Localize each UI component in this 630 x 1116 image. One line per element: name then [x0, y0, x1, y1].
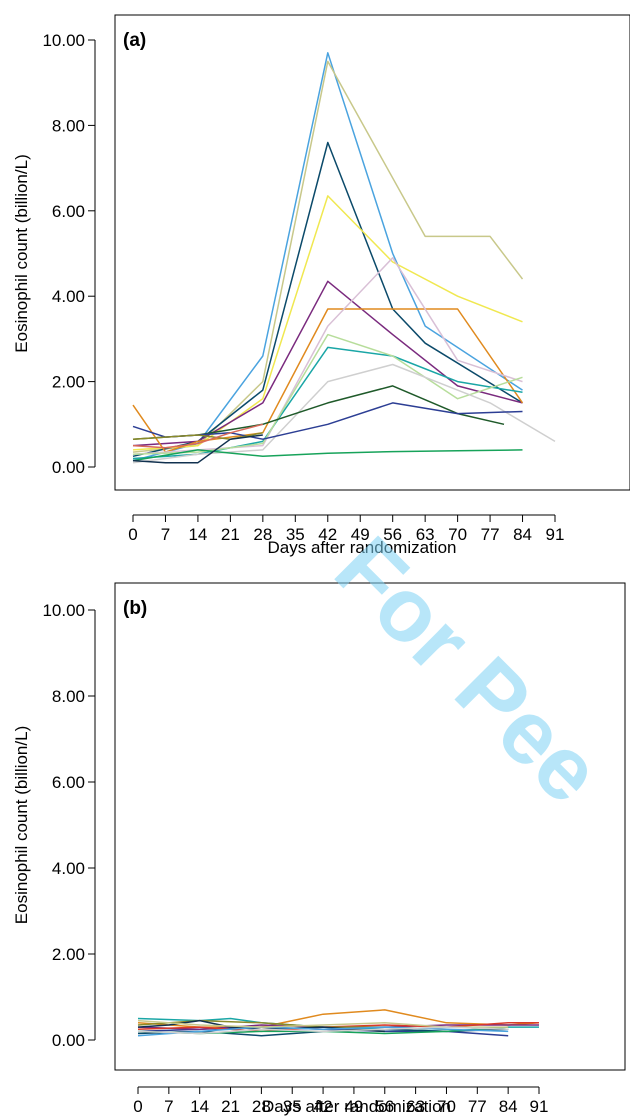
- panel-a-series-line-15: [132, 434, 263, 464]
- panel-a-x-tick-label: 63: [416, 525, 435, 544]
- panel-b-x-tick-label: 56: [375, 1097, 394, 1116]
- panel-b-panel-label: (b): [123, 598, 147, 619]
- panel-a-y-tick-label: 0.00: [52, 458, 85, 477]
- panel-b-y-tick-label: 8.00: [52, 687, 85, 706]
- panel-a-x-tick-label: 14: [188, 525, 207, 544]
- panel-a-x-tick-label: 28: [253, 525, 272, 544]
- panel-b-y-axis-title: Eosinophil count (billion/L): [12, 726, 31, 924]
- panel-b-x-tick-label: 7: [164, 1097, 173, 1116]
- panel-b-x-tick-label: 84: [499, 1097, 518, 1116]
- panel-b-x-tick-label: 0: [133, 1097, 142, 1116]
- panel-a-x-tick-label: 70: [448, 525, 467, 544]
- panel-b-y-tick-label: 0.00: [52, 1031, 85, 1050]
- panel-b-x-tick-label: 28: [252, 1097, 271, 1116]
- panel-a-y-tick-label: 4.00: [52, 287, 85, 306]
- panel-b-series-line-12: [137, 1026, 509, 1035]
- panel-b-series-line-9: [137, 1019, 385, 1033]
- panel-a-x-tick-label: 21: [221, 525, 240, 544]
- panel-a-y-tick-label: 2.00: [52, 373, 85, 392]
- panel-a-panel-label: (a): [123, 30, 146, 51]
- panel-b-y-tick-label: 6.00: [52, 773, 85, 792]
- chart-panel-b: 0 7 14 21 28 35 42 49 56 63 70 77 84 91 0.00 2.00 4.00 6.…: [12, 582, 626, 1116]
- panel-a-x-tick-label: 0: [128, 525, 137, 544]
- chart-panel-a: 0 7 14 21 28 35 42 49 56 63 70 77 84 91 0.00 2.00 4.00 6.…: [12, 14, 630, 557]
- panel-a-series-line-9: [132, 333, 523, 455]
- panel-a-y-tick-label: 6.00: [52, 202, 85, 221]
- panel-a-series-line-13: [132, 449, 523, 462]
- panel-a-y-tick-label: 8.00: [52, 116, 85, 135]
- panel-b-series-line-6: [137, 1022, 539, 1033]
- panel-b-x-tick-label: 70: [437, 1097, 456, 1116]
- panel-b-series-line-10: [137, 1026, 509, 1037]
- panel-a-x-tick-label: 49: [351, 525, 370, 544]
- panel-b-x-tick-label: 14: [190, 1097, 209, 1116]
- panel-b-x-tick-label: 42: [314, 1097, 333, 1116]
- panel-a-x-tick-label: 91: [546, 525, 565, 544]
- panel-b-y-tick-label: 2.00: [52, 945, 85, 964]
- panel-a-series-line-6: [132, 308, 524, 453]
- panel-a-y-axis-title: Eosinophil count (billion/L): [12, 154, 31, 352]
- panel-a-x-tick-label: 35: [286, 525, 305, 544]
- panel-b-x-tick-label: 35: [283, 1097, 302, 1116]
- panel-a-x-tick-label: 84: [513, 525, 532, 544]
- panel-a-series-line-16: [132, 423, 263, 449]
- panel-b-plot-frame: [114, 582, 626, 1071]
- panel-a-x-tick-label: 42: [318, 525, 337, 544]
- panel-a-series-line-2: [132, 60, 524, 453]
- panel-b-x-tick-label: 21: [221, 1097, 240, 1116]
- panel-b-y-tick-label: 10.00: [42, 601, 85, 620]
- panel-a-plot-frame: [114, 14, 630, 491]
- panel-b-x-tick-label: 91: [530, 1097, 549, 1116]
- panel-a-series-line-10: [132, 363, 556, 464]
- panel-a-x-tick-label: 77: [481, 525, 500, 544]
- panel-a-y-tick-label: 10.00: [42, 31, 85, 50]
- panel-a-series-line-1: [132, 52, 523, 462]
- panel-a-x-axis-title: Days after randomization: [268, 538, 457, 557]
- panel-b-y-tick-label: 4.00: [52, 859, 85, 878]
- panel-a-x-tick-label: 7: [161, 525, 170, 544]
- panel-a-series-line-12: [132, 402, 523, 440]
- watermark-text: For Pee: [316, 518, 620, 822]
- panel-b-x-tick-label: 63: [406, 1097, 425, 1116]
- panel-b-x-tick-label: 77: [468, 1097, 487, 1116]
- panel-b-x-axis-title: Days after randomization: [262, 1097, 451, 1116]
- panel-a-series-line-5: [132, 280, 523, 447]
- panel-b-x-tick-label: 49: [344, 1097, 363, 1116]
- panel-a-series-line-4: [132, 195, 523, 451]
- panel-a-x-tick-label: 56: [383, 525, 402, 544]
